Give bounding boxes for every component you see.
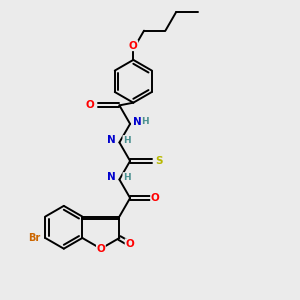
Text: O: O [97, 244, 105, 254]
Text: N: N [107, 135, 116, 145]
Text: O: O [86, 100, 94, 110]
Text: O: O [129, 40, 138, 51]
Text: O: O [125, 239, 134, 249]
Text: Br: Br [28, 233, 40, 243]
Text: O: O [151, 193, 159, 203]
Text: H: H [141, 117, 149, 126]
Text: H: H [123, 136, 130, 145]
Text: N: N [107, 172, 116, 182]
Text: S: S [155, 156, 163, 166]
Text: N: N [133, 116, 142, 127]
Text: H: H [123, 172, 130, 182]
